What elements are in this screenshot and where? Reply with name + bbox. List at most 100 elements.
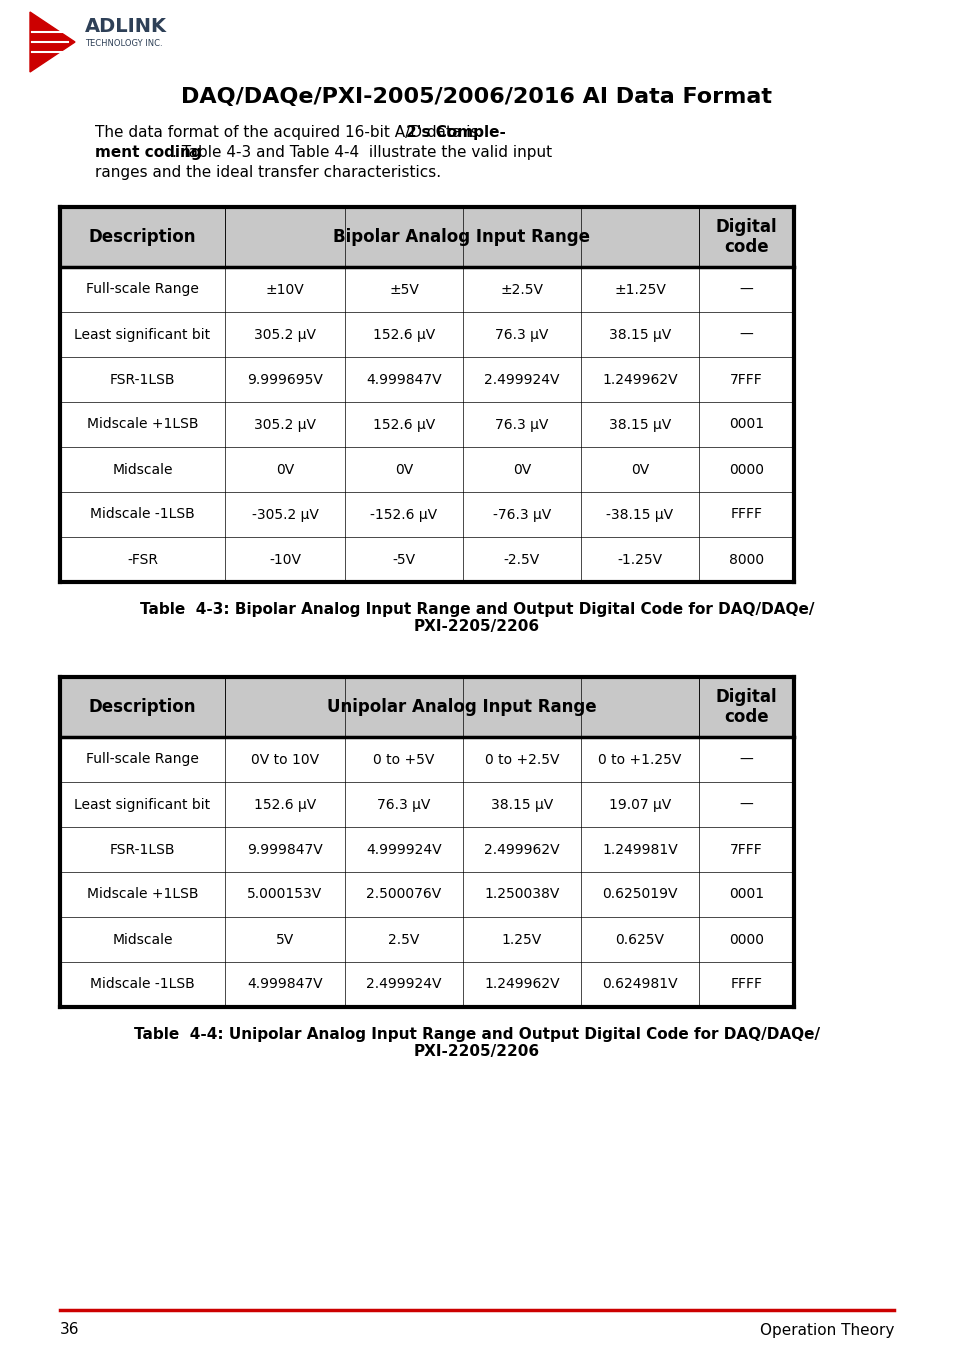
Bar: [462, 737, 580, 781]
Text: Midscale -1LSB: Midscale -1LSB: [90, 977, 194, 991]
Text: FFFF: FFFF: [730, 977, 761, 991]
Text: -152.6 μV: -152.6 μV: [370, 507, 437, 522]
Bar: [345, 207, 462, 266]
Text: 0 to +2.5V: 0 to +2.5V: [484, 753, 558, 767]
Bar: [225, 402, 345, 448]
Text: Unipolar Analog Input Range: Unipolar Analog Input Range: [327, 698, 597, 717]
Bar: [699, 448, 793, 492]
Text: -305.2 μV: -305.2 μV: [252, 507, 318, 522]
Bar: [225, 312, 345, 357]
Text: 0 to +5V: 0 to +5V: [373, 753, 435, 767]
Bar: [580, 207, 699, 266]
Text: 152.6 μV: 152.6 μV: [373, 327, 435, 342]
Bar: [345, 266, 462, 312]
Bar: [345, 781, 462, 827]
Text: Digital
code: Digital code: [715, 218, 777, 257]
Text: 38.15 μV: 38.15 μV: [491, 798, 553, 811]
Polygon shape: [30, 12, 75, 72]
Bar: [60, 963, 225, 1007]
Text: -FSR: -FSR: [127, 553, 158, 566]
Bar: [225, 917, 345, 963]
Text: 0000: 0000: [728, 462, 763, 476]
Text: Table  4-3: Bipolar Analog Input Range and Output Digital Code for DAQ/DAQe/
PXI: Table 4-3: Bipolar Analog Input Range an…: [139, 602, 814, 634]
Text: 5.000153V: 5.000153V: [247, 887, 322, 902]
Bar: [699, 872, 793, 917]
Bar: [60, 207, 225, 266]
Text: -2.5V: -2.5V: [503, 553, 539, 566]
Text: Least significant bit: Least significant bit: [74, 798, 211, 811]
Text: 5V: 5V: [275, 933, 294, 946]
Text: 76.3 μV: 76.3 μV: [377, 798, 430, 811]
Bar: [345, 917, 462, 963]
Text: FSR-1LSB: FSR-1LSB: [110, 842, 175, 857]
Text: 2.499962V: 2.499962V: [484, 842, 559, 857]
Bar: [699, 537, 793, 581]
Text: Midscale +1LSB: Midscale +1LSB: [87, 418, 198, 431]
Bar: [60, 537, 225, 581]
Bar: [462, 357, 580, 402]
Text: DAQ/DAQe/PXI-2005/2006/2016 AI Data Format: DAQ/DAQe/PXI-2005/2006/2016 AI Data Form…: [181, 87, 772, 107]
Bar: [580, 737, 699, 781]
Bar: [699, 963, 793, 1007]
Bar: [699, 737, 793, 781]
Text: 9.999695V: 9.999695V: [247, 373, 323, 387]
Text: 2.500076V: 2.500076V: [366, 887, 441, 902]
Text: . Table 4-3 and Table 4-4  illustrate the valid input: . Table 4-3 and Table 4-4 illustrate the…: [172, 145, 552, 160]
Bar: [699, 207, 793, 266]
Bar: [345, 963, 462, 1007]
Text: 0V: 0V: [395, 462, 413, 476]
Bar: [699, 312, 793, 357]
Bar: [225, 207, 345, 266]
Text: ±5V: ±5V: [389, 283, 418, 296]
Bar: [60, 402, 225, 448]
Text: 0.625019V: 0.625019V: [601, 887, 677, 902]
Bar: [345, 492, 462, 537]
Bar: [580, 781, 699, 827]
Bar: [580, 963, 699, 1007]
Text: Digital
code: Digital code: [715, 688, 777, 726]
Bar: [580, 357, 699, 402]
Text: 1.249981V: 1.249981V: [601, 842, 678, 857]
Text: —: —: [739, 283, 753, 296]
Bar: [699, 402, 793, 448]
Bar: [225, 448, 345, 492]
Text: FSR-1LSB: FSR-1LSB: [110, 373, 175, 387]
Bar: [699, 266, 793, 312]
Text: 7FFF: 7FFF: [729, 842, 762, 857]
Text: -1.25V: -1.25V: [617, 553, 662, 566]
Text: —: —: [739, 327, 753, 342]
Bar: [462, 537, 580, 581]
Bar: [580, 827, 699, 872]
Bar: [225, 781, 345, 827]
Text: 38.15 μV: 38.15 μV: [608, 418, 670, 431]
Text: 0 to +1.25V: 0 to +1.25V: [598, 753, 681, 767]
Text: -10V: -10V: [269, 553, 301, 566]
Bar: [60, 312, 225, 357]
Text: 4.999847V: 4.999847V: [247, 977, 322, 991]
Text: 305.2 μV: 305.2 μV: [253, 327, 315, 342]
Bar: [60, 677, 225, 737]
Text: 0V to 10V: 0V to 10V: [251, 753, 318, 767]
Text: 0V: 0V: [630, 462, 648, 476]
Text: Least significant bit: Least significant bit: [74, 327, 211, 342]
Bar: [345, 312, 462, 357]
Bar: [225, 266, 345, 312]
Text: Table  4-4: Unipolar Analog Input Range and Output Digital Code for DAQ/DAQe/
PX: Table 4-4: Unipolar Analog Input Range a…: [133, 1028, 820, 1060]
Bar: [60, 492, 225, 537]
Bar: [60, 827, 225, 872]
Text: TECHNOLOGY INC.: TECHNOLOGY INC.: [85, 39, 162, 49]
Bar: [462, 402, 580, 448]
Bar: [225, 677, 345, 737]
Text: The data format of the acquired 16-bit A/D data is: The data format of the acquired 16-bit A…: [95, 124, 483, 139]
Text: -38.15 μV: -38.15 μV: [606, 507, 673, 522]
Text: 36: 36: [60, 1322, 79, 1337]
Text: Full-scale Range: Full-scale Range: [86, 283, 199, 296]
Bar: [225, 357, 345, 402]
Text: 38.15 μV: 38.15 μV: [608, 327, 670, 342]
Text: 2's Comple-: 2's Comple-: [406, 124, 505, 139]
Bar: [699, 917, 793, 963]
Bar: [345, 537, 462, 581]
Text: ranges and the ideal transfer characteristics.: ranges and the ideal transfer characteri…: [95, 165, 440, 180]
Text: 305.2 μV: 305.2 μV: [253, 418, 315, 431]
Bar: [462, 677, 580, 737]
